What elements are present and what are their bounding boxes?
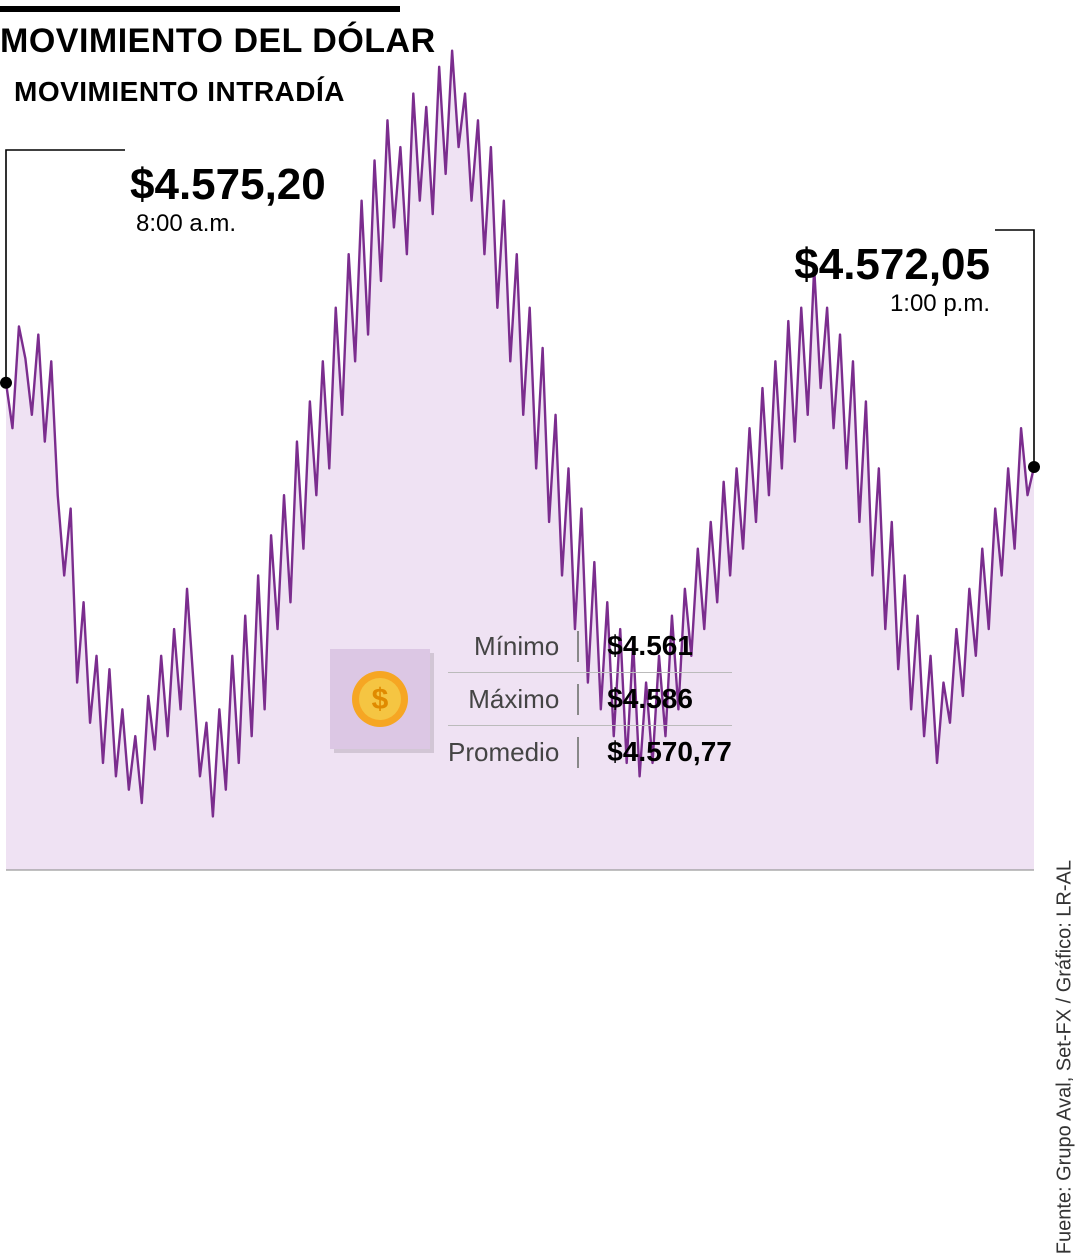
coin-icon-box: $	[330, 649, 430, 749]
stat-max-value: $4.586	[603, 683, 732, 715]
stat-avg-value: $4.570,77	[603, 736, 732, 768]
callout-close-time: 1:00 p.m.	[690, 290, 990, 318]
callout-close-value: $4.572,05	[690, 240, 990, 290]
callout-open-time: 8:00 a.m.	[136, 210, 326, 238]
stat-avg-label: Promedio	[448, 737, 579, 768]
leader-close	[995, 230, 1034, 467]
stat-min-value: $4.561	[603, 630, 732, 662]
callout-open-value: $4.575,20	[130, 160, 326, 210]
callout-open: $4.575,20 8:00 a.m.	[130, 160, 326, 238]
stat-sep-1	[448, 672, 732, 673]
figure-root: MOVIMIENTO DEL DÓLAR MOVIMIENTO INTRADÍA…	[0, 0, 1080, 900]
stats-table: Mínimo $4.561 Máximo $4.586 Promedio $4.…	[448, 630, 732, 768]
stat-sep-2	[448, 725, 732, 726]
stats-panel: $ Mínimo $4.561 Máximo $4.586 Promedio $…	[330, 630, 732, 768]
coin-symbol: $	[372, 683, 389, 716]
stat-min-label: Mínimo	[448, 631, 579, 662]
source-credit: Fuente: Grupo Aval, Set-FX / Gráfico: LR…	[1053, 860, 1076, 1254]
stat-max-label: Máximo	[448, 684, 579, 715]
coin-icon: $	[348, 667, 412, 731]
callout-close: $4.572,05 1:00 p.m.	[690, 240, 990, 318]
